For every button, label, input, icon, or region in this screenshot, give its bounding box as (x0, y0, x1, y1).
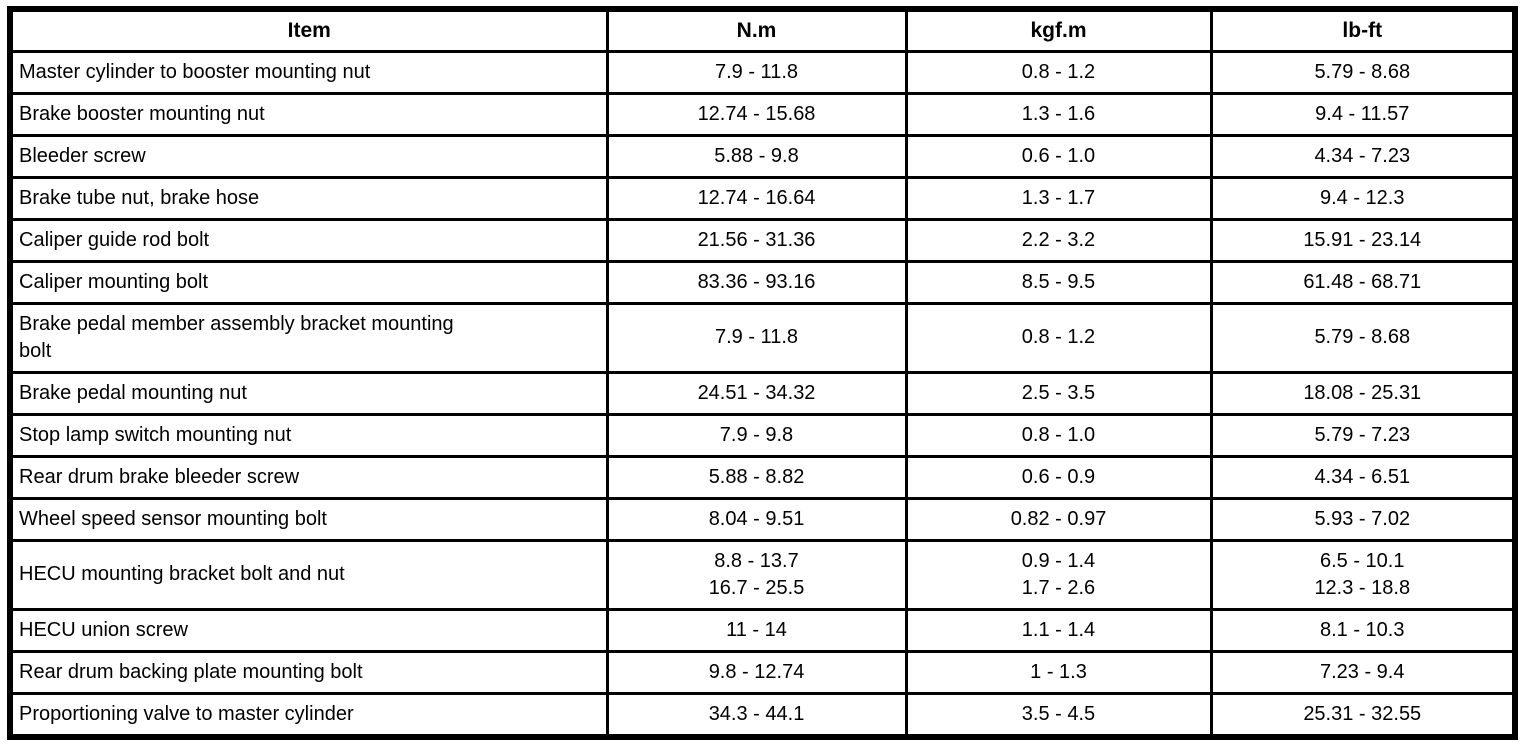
kgfm-cell: 0.6 - 1.0 (904, 133, 1213, 179)
item-cell: Caliper mounting bolt (8, 259, 609, 305)
kgfm-cell: 1.3 - 1.6 (904, 91, 1213, 137)
lbft-cell: 18.08 - 25.31 (1209, 370, 1517, 416)
item-cell: Bleeder screw (8, 133, 609, 179)
nm-cell: 8.8 - 13.7 16.7 - 25.5 (605, 538, 908, 611)
table-row: Brake pedal mounting nut 24.51 - 34.32 2… (8, 370, 1517, 416)
header-row: Item N.m kgf.m lb-ft (8, 7, 1517, 53)
nm-cell: 9.8 - 12.74 (605, 649, 908, 695)
item-cell: Stop lamp switch mounting nut (8, 412, 609, 458)
table-row: Caliper mounting bolt 83.36 - 93.16 8.5 … (8, 259, 1517, 305)
item-cell: Brake booster mounting nut (8, 91, 609, 137)
item-cell: HECU union screw (8, 607, 609, 653)
kgfm-cell: 1.3 - 1.7 (904, 175, 1213, 221)
lbft-cell: 15.91 - 23.14 (1209, 217, 1517, 263)
nm-cell: 12.74 - 15.68 (605, 91, 908, 137)
lbft-cell: 8.1 - 10.3 (1209, 607, 1517, 653)
kgfm-cell: 0.9 - 1.4 1.7 - 2.6 (904, 538, 1213, 611)
kgfm-cell: 0.6 - 0.9 (904, 454, 1213, 500)
lbft-cell: 61.48 - 68.71 (1209, 259, 1517, 305)
item-cell: Wheel speed sensor mounting bolt (8, 496, 609, 542)
lbft-cell: 25.31 - 32.55 (1209, 691, 1517, 738)
item-cell: Master cylinder to booster mounting nut (8, 49, 609, 95)
table-row: Rear drum brake bleeder screw 5.88 - 8.8… (8, 454, 1517, 500)
table-row: Bleeder screw 5.88 - 9.8 0.6 - 1.0 4.34 … (8, 133, 1517, 179)
column-header-kgfm: kgf.m (904, 7, 1213, 53)
table-row: Stop lamp switch mounting nut 7.9 - 9.8 … (8, 412, 1517, 458)
table-row: HECU mounting bracket bolt and nut 8.8 -… (8, 538, 1517, 611)
kgfm-cell: 8.5 - 9.5 (904, 259, 1213, 305)
lbft-cell: 4.34 - 7.23 (1209, 133, 1517, 179)
nm-cell: 11 - 14 (605, 607, 908, 653)
nm-cell: 83.36 - 93.16 (605, 259, 908, 305)
table-row: HECU union screw 11 - 14 1.1 - 1.4 8.1 -… (8, 607, 1517, 653)
nm-cell: 7.9 - 9.8 (605, 412, 908, 458)
kgfm-cell: 0.8 - 1.2 (904, 301, 1213, 374)
column-header-nm: N.m (605, 7, 908, 53)
item-cell: Caliper guide rod bolt (8, 217, 609, 263)
lbft-cell: 6.5 - 10.1 12.3 - 18.8 (1209, 538, 1517, 611)
lbft-cell: 5.93 - 7.02 (1209, 496, 1517, 542)
table-row: Master cylinder to booster mounting nut … (8, 49, 1517, 95)
nm-cell: 7.9 - 11.8 (605, 301, 908, 374)
kgfm-cell: 0.82 - 0.97 (904, 496, 1213, 542)
lbft-cell: 9.4 - 11.57 (1209, 91, 1517, 137)
lbft-cell: 5.79 - 8.68 (1209, 301, 1517, 374)
table-row: Proportioning valve to master cylinder 3… (8, 691, 1517, 738)
nm-cell: 8.04 - 9.51 (605, 496, 908, 542)
nm-cell: 21.56 - 31.36 (605, 217, 908, 263)
item-cell: Rear drum backing plate mounting bolt (8, 649, 609, 695)
torque-spec-table: Item N.m kgf.m lb-ft Master cylinder to … (7, 6, 1518, 740)
kgfm-cell: 0.8 - 1.0 (904, 412, 1213, 458)
kgfm-cell: 0.8 - 1.2 (904, 49, 1213, 95)
kgfm-cell: 1 - 1.3 (904, 649, 1213, 695)
nm-cell: 24.51 - 34.32 (605, 370, 908, 416)
nm-cell: 12.74 - 16.64 (605, 175, 908, 221)
table-row: Wheel speed sensor mounting bolt 8.04 - … (8, 496, 1517, 542)
item-cell: Brake pedal member assembly bracket moun… (8, 301, 609, 374)
lbft-cell: 5.79 - 8.68 (1209, 49, 1517, 95)
table-row: Brake booster mounting nut 12.74 - 15.68… (8, 91, 1517, 137)
kgfm-cell: 2.5 - 3.5 (904, 370, 1213, 416)
item-cell: HECU mounting bracket bolt and nut (8, 538, 609, 611)
column-header-item: Item (8, 7, 609, 53)
table-row: Brake pedal member assembly bracket moun… (8, 301, 1517, 374)
lbft-cell: 5.79 - 7.23 (1209, 412, 1517, 458)
nm-cell: 5.88 - 8.82 (605, 454, 908, 500)
table-row: Caliper guide rod bolt 21.56 - 31.36 2.2… (8, 217, 1517, 263)
kgfm-cell: 2.2 - 3.2 (904, 217, 1213, 263)
table-row: Rear drum backing plate mounting bolt 9.… (8, 649, 1517, 695)
kgfm-cell: 3.5 - 4.5 (904, 691, 1213, 738)
item-cell: Brake pedal mounting nut (8, 370, 609, 416)
lbft-cell: 7.23 - 9.4 (1209, 649, 1517, 695)
nm-cell: 7.9 - 11.8 (605, 49, 908, 95)
nm-cell: 5.88 - 9.8 (605, 133, 908, 179)
item-cell: Rear drum brake bleeder screw (8, 454, 609, 500)
nm-cell: 34.3 - 44.1 (605, 691, 908, 738)
kgfm-cell: 1.1 - 1.4 (904, 607, 1213, 653)
lbft-cell: 4.34 - 6.51 (1209, 454, 1517, 500)
lbft-cell: 9.4 - 12.3 (1209, 175, 1517, 221)
column-header-lbft: lb-ft (1209, 7, 1517, 53)
item-cell: Brake tube nut, brake hose (8, 175, 609, 221)
table-row: Brake tube nut, brake hose 12.74 - 16.64… (8, 175, 1517, 221)
item-cell: Proportioning valve to master cylinder (8, 691, 609, 738)
